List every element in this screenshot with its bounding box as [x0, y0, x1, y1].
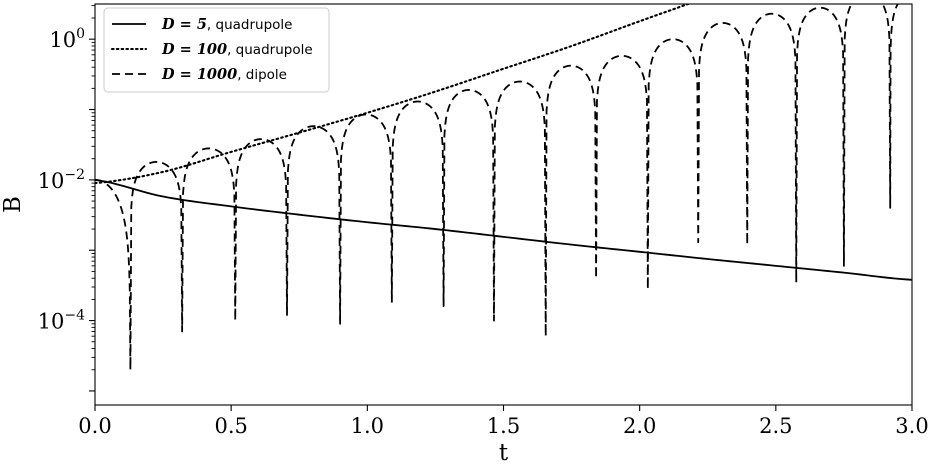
legend-label-2: D = 100, quadrupole — [161, 41, 313, 58]
y-axis-label: B — [0, 196, 26, 213]
y-tick-label: 10−4 — [38, 308, 85, 334]
series-line-2 — [95, 4, 692, 185]
ticks-layer: 0.00.51.01.52.02.53.010210010−210−4 — [38, 5, 929, 438]
x-tick-label: 1.0 — [351, 414, 384, 438]
x-axis-label: t — [499, 440, 509, 464]
series-layer — [95, 4, 912, 371]
legend-label-3: D = 1000, dipole — [161, 66, 287, 83]
series-line-3 — [95, 4, 899, 371]
legend-label-1: D = 5, quadrupole — [161, 16, 292, 33]
x-tick-label: 0.5 — [214, 414, 247, 438]
x-tick-label: 2.0 — [623, 414, 656, 438]
y-tick-label: 100 — [49, 26, 85, 52]
x-tick-label: 0.0 — [78, 414, 111, 438]
legend: D = 5, quadrupole D = 100, quadrupole D = … — [103, 7, 330, 93]
legend-box — [103, 7, 330, 93]
y-tick-label: 10−2 — [38, 167, 85, 193]
x-tick-label: 1.5 — [487, 414, 520, 438]
x-tick-label: 3.0 — [895, 414, 928, 438]
x-tick-label: 2.5 — [759, 414, 792, 438]
series-line-1 — [95, 178, 912, 281]
